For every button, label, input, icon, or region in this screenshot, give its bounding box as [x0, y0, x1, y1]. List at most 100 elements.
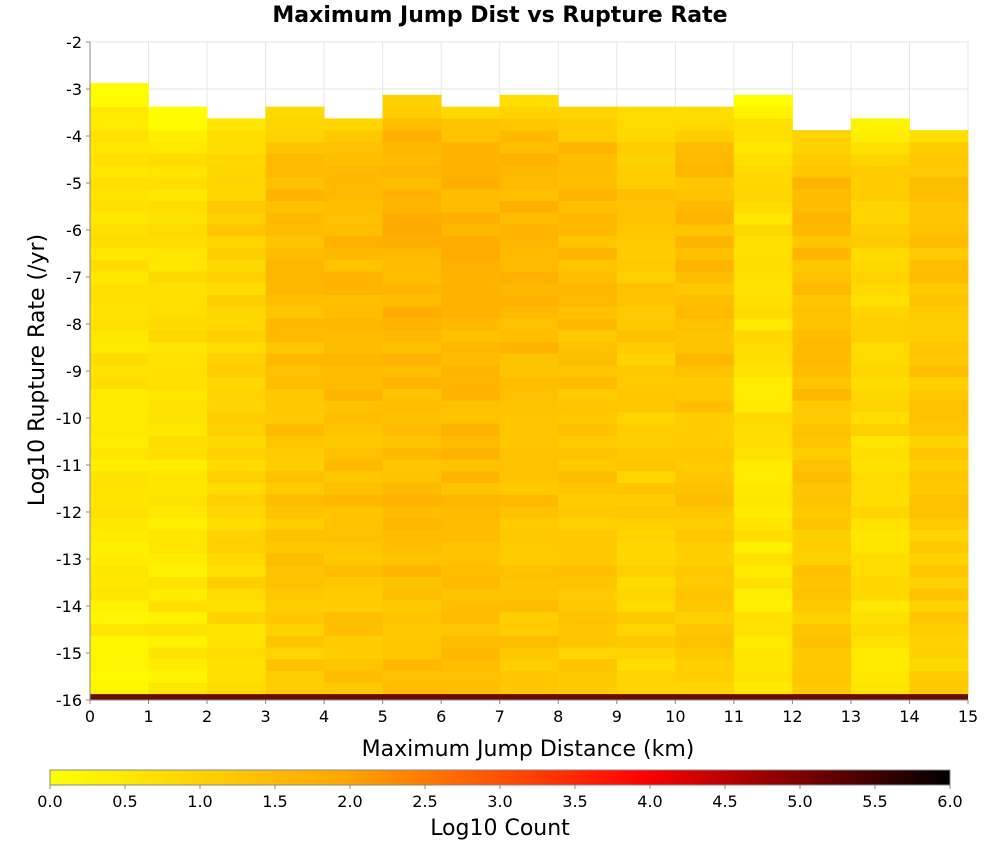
- heatmap-cell: [265, 353, 325, 366]
- heatmap-cell: [324, 271, 384, 284]
- heatmap-cell: [265, 482, 325, 495]
- heatmap-cell: [616, 494, 676, 507]
- heatmap-cell: [850, 635, 910, 648]
- heatmap-cell: [850, 470, 910, 484]
- heatmap-cell: [265, 141, 325, 155]
- heatmap-cell: [558, 400, 618, 413]
- heatmap-cell: [148, 318, 208, 331]
- heatmap-cell: [558, 130, 618, 143]
- heatmap-cell: [499, 118, 559, 131]
- heatmap-cell: [909, 564, 969, 578]
- heatmap-cell: [499, 353, 559, 366]
- heatmap-cell: [499, 506, 559, 519]
- heatmap-cell: [441, 318, 501, 331]
- heatmap-cell: [382, 106, 442, 119]
- heatmap-cell: [558, 482, 618, 495]
- x-tick-label: 2: [202, 707, 212, 726]
- heatmap-cell: [382, 235, 442, 249]
- heatmap-cell: [148, 459, 208, 472]
- heatmap-cell: [850, 235, 910, 249]
- heatmap-cell: [850, 670, 910, 683]
- heatmap-cell: [850, 623, 910, 636]
- heatmap-cell: [90, 224, 149, 237]
- heatmap-cell: [733, 412, 793, 425]
- heatmap-cell: [616, 400, 676, 413]
- heatmap-cell: [733, 259, 793, 272]
- heatmap-cell: [148, 165, 208, 178]
- heatmap-cell: [382, 388, 442, 401]
- heatmap-cell: [850, 459, 910, 472]
- heatmap-cell: [441, 247, 501, 260]
- heatmap-cell: [499, 423, 559, 437]
- heatmap-cell: [675, 282, 735, 296]
- heatmap-cell: [207, 235, 266, 249]
- colorbar-ticks: 0.0 0.5 1.0 1.5 2.0 2.5 3.0 3.5 4.0 4.5 5.0 5.5 6.0: [37, 785, 963, 811]
- heatmap-cell: [792, 200, 852, 213]
- heatmap-cell: [616, 517, 676, 531]
- heatmap-cell: [90, 353, 149, 366]
- heatmap-cell: [499, 564, 559, 578]
- heatmap-cell: [382, 165, 442, 178]
- colorbar-tick-label: 1.0: [187, 792, 212, 811]
- heatmap-cell: [90, 259, 149, 272]
- heatmap-cell: [675, 376, 735, 390]
- heatmap-cell: [850, 365, 910, 378]
- heatmap-cell: [441, 482, 501, 495]
- heatmap-cell: [733, 106, 793, 119]
- heatmap-cell: [499, 447, 559, 460]
- heatmap-cell: [558, 682, 618, 695]
- heatmap-cell: [733, 494, 793, 507]
- heatmap-cell: [382, 682, 442, 695]
- heatmap-cell: [441, 153, 501, 166]
- heatmap-cell: [324, 365, 384, 378]
- heatmap-cell: [207, 600, 266, 613]
- heatmap-cell: [850, 517, 910, 531]
- heatmap-cell: [675, 130, 735, 143]
- heatmap-cell: [207, 165, 266, 178]
- heatmap-cell: [90, 541, 149, 554]
- bottom-row-cell: [90, 694, 968, 700]
- heatmap-cell: [207, 365, 266, 378]
- heatmap-cell: [90, 682, 149, 695]
- heatmap-cell: [558, 459, 618, 472]
- heatmap-cell: [733, 658, 793, 672]
- heatmap-cell: [675, 670, 735, 683]
- heatmap-cell: [792, 318, 852, 331]
- heatmap-cell: [207, 341, 266, 354]
- heatmap-cell: [441, 470, 501, 484]
- heatmap-cell: [207, 517, 266, 531]
- heatmap-cell: [441, 353, 501, 366]
- heatmap-cell: [382, 470, 442, 484]
- heatmap-cell: [675, 506, 735, 519]
- heatmap-cell: [616, 623, 676, 636]
- heatmap-cell: [265, 224, 325, 237]
- heatmap-cell: [733, 635, 793, 648]
- heatmap-cell: [90, 141, 149, 155]
- heatmap-cell: [616, 365, 676, 378]
- heatmap-cell: [675, 165, 735, 178]
- heatmap-cell: [792, 459, 852, 472]
- heatmap-cell: [733, 271, 793, 284]
- y-tick-label: -2: [66, 33, 82, 52]
- heatmap-cell: [324, 247, 384, 260]
- heatmap-cell: [382, 353, 442, 366]
- heatmap-cell: [207, 611, 266, 625]
- heatmap-cell: [265, 400, 325, 413]
- heatmap-cell: [909, 447, 969, 460]
- heatmap-cell: [675, 329, 735, 343]
- heatmap-cell: [792, 588, 852, 601]
- heatmap-cell: [850, 294, 910, 307]
- heatmap-cell: [441, 658, 501, 672]
- heatmap-cell: [207, 294, 266, 307]
- heatmap-cell: [207, 259, 266, 272]
- heatmap-cell: [499, 576, 559, 589]
- heatmap-cell: [265, 600, 325, 613]
- heatmap-cell: [733, 564, 793, 578]
- heatmap-cell: [792, 165, 852, 178]
- heatmap-cell: [265, 306, 325, 319]
- heatmap-cell: [207, 271, 266, 284]
- heatmap-cell: [207, 353, 266, 366]
- heatmap-cell: [382, 635, 442, 648]
- heatmap-cell: [850, 588, 910, 601]
- heatmap-cell: [382, 341, 442, 354]
